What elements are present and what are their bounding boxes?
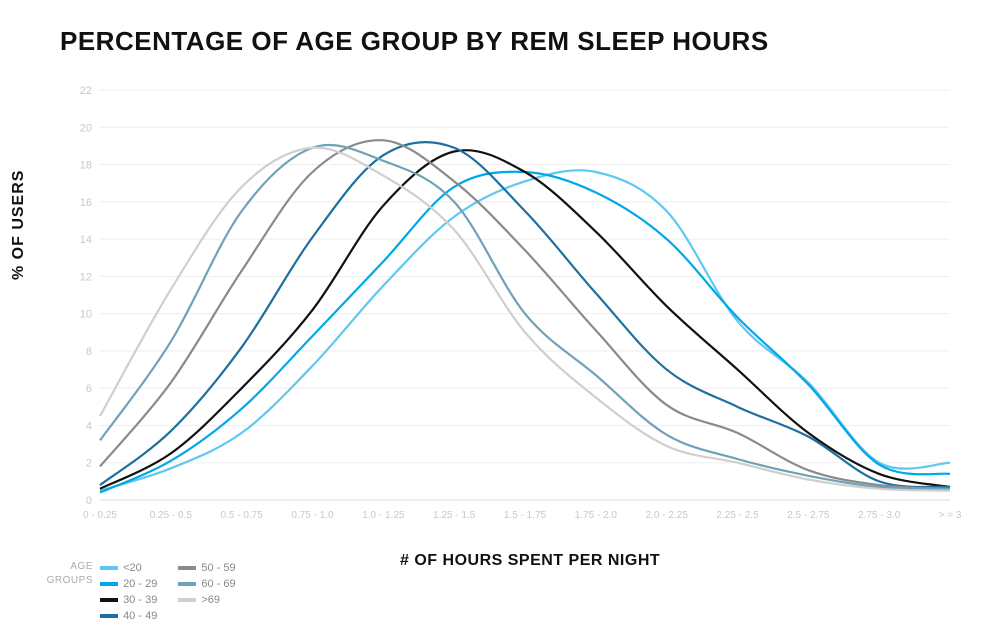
legend-item: 50 - 59: [178, 560, 235, 576]
legend-label: <20: [123, 562, 142, 574]
legend-label: 40 - 49: [123, 610, 157, 622]
legend-item: >69: [178, 592, 235, 608]
svg-text:0.5 - 0.75: 0.5 - 0.75: [221, 510, 264, 521]
legend-column: 50 - 59 60 - 69 >69: [178, 560, 235, 608]
svg-text:0: 0: [86, 495, 92, 507]
svg-text:0.25 - 0.5: 0.25 - 0.5: [150, 510, 193, 521]
series-line: [100, 148, 950, 491]
svg-text:10: 10: [80, 309, 92, 321]
svg-text:2.25 - 2.5: 2.25 - 2.5: [716, 510, 759, 521]
legend-label: 20 - 29: [123, 578, 157, 590]
legend-item: <20: [100, 560, 157, 576]
svg-text:2: 2: [86, 458, 92, 470]
svg-text:1.5 - 1.75: 1.5 - 1.75: [504, 510, 547, 521]
svg-text:0 - 0.25: 0 - 0.25: [83, 510, 117, 521]
svg-text:20: 20: [80, 122, 92, 134]
chart-area: 0 2 4 6 8 10 12 14 16 18 20 22 0 - 0.25 0.25 - 0.5 0.5…: [30, 80, 970, 540]
y-axis-label: % OF USERS: [10, 170, 28, 280]
svg-text:> = 3: > = 3: [939, 510, 962, 521]
svg-text:1.25 - 1.5: 1.25 - 1.5: [433, 510, 476, 521]
legend: AGEGROUPS <20 20 - 29 30 - 39 40 - 49 50 - …: [35, 560, 254, 624]
svg-text:1.0 - 1.25: 1.0 - 1.25: [362, 510, 405, 521]
legend-label: 30 - 39: [123, 594, 157, 606]
legend-swatch: [100, 598, 118, 602]
legend-swatch: [100, 566, 118, 570]
svg-text:2.0 - 2.25: 2.0 - 2.25: [646, 510, 689, 521]
svg-text:18: 18: [80, 160, 92, 172]
legend-label: >69: [201, 594, 220, 606]
svg-text:22: 22: [80, 85, 92, 97]
legend-item: 30 - 39: [100, 592, 157, 608]
legend-item: 40 - 49: [100, 608, 157, 624]
legend-swatch: [178, 582, 196, 586]
legend-label: 50 - 59: [201, 562, 235, 574]
series-line: [100, 145, 950, 489]
legend-item: 60 - 69: [178, 576, 235, 592]
svg-text:1.75 - 2.0: 1.75 - 2.0: [575, 510, 618, 521]
series-line: [100, 150, 950, 489]
svg-text:0.75 - 1.0: 0.75 - 1.0: [291, 510, 334, 521]
line-chart: 0 2 4 6 8 10 12 14 16 18 20 22 0 - 0.25 0.25 - 0.5 0.5…: [30, 80, 970, 540]
svg-text:2.75 - 3.0: 2.75 - 3.0: [858, 510, 901, 521]
legend-swatch: [178, 566, 196, 570]
legend-swatch: [178, 598, 196, 602]
svg-text:16: 16: [80, 197, 92, 209]
svg-text:8: 8: [86, 346, 92, 358]
legend-column: <20 20 - 29 30 - 39 40 - 49: [100, 560, 157, 624]
svg-text:4: 4: [86, 420, 92, 432]
legend-swatch: [100, 582, 118, 586]
legend-title: AGEGROUPS: [35, 560, 93, 588]
legend-swatch: [100, 614, 118, 618]
svg-text:14: 14: [80, 234, 92, 246]
x-axis-label: # OF HOURS SPENT PER NIGHT: [400, 552, 660, 570]
svg-text:12: 12: [80, 271, 92, 283]
chart-title: PERCENTAGE OF AGE GROUP BY REM SLEEP HOU…: [60, 26, 769, 57]
svg-text:6: 6: [86, 383, 92, 395]
svg-text:2.5 - 2.75: 2.5 - 2.75: [787, 510, 830, 521]
legend-item: 20 - 29: [100, 576, 157, 592]
legend-label: 60 - 69: [201, 578, 235, 590]
